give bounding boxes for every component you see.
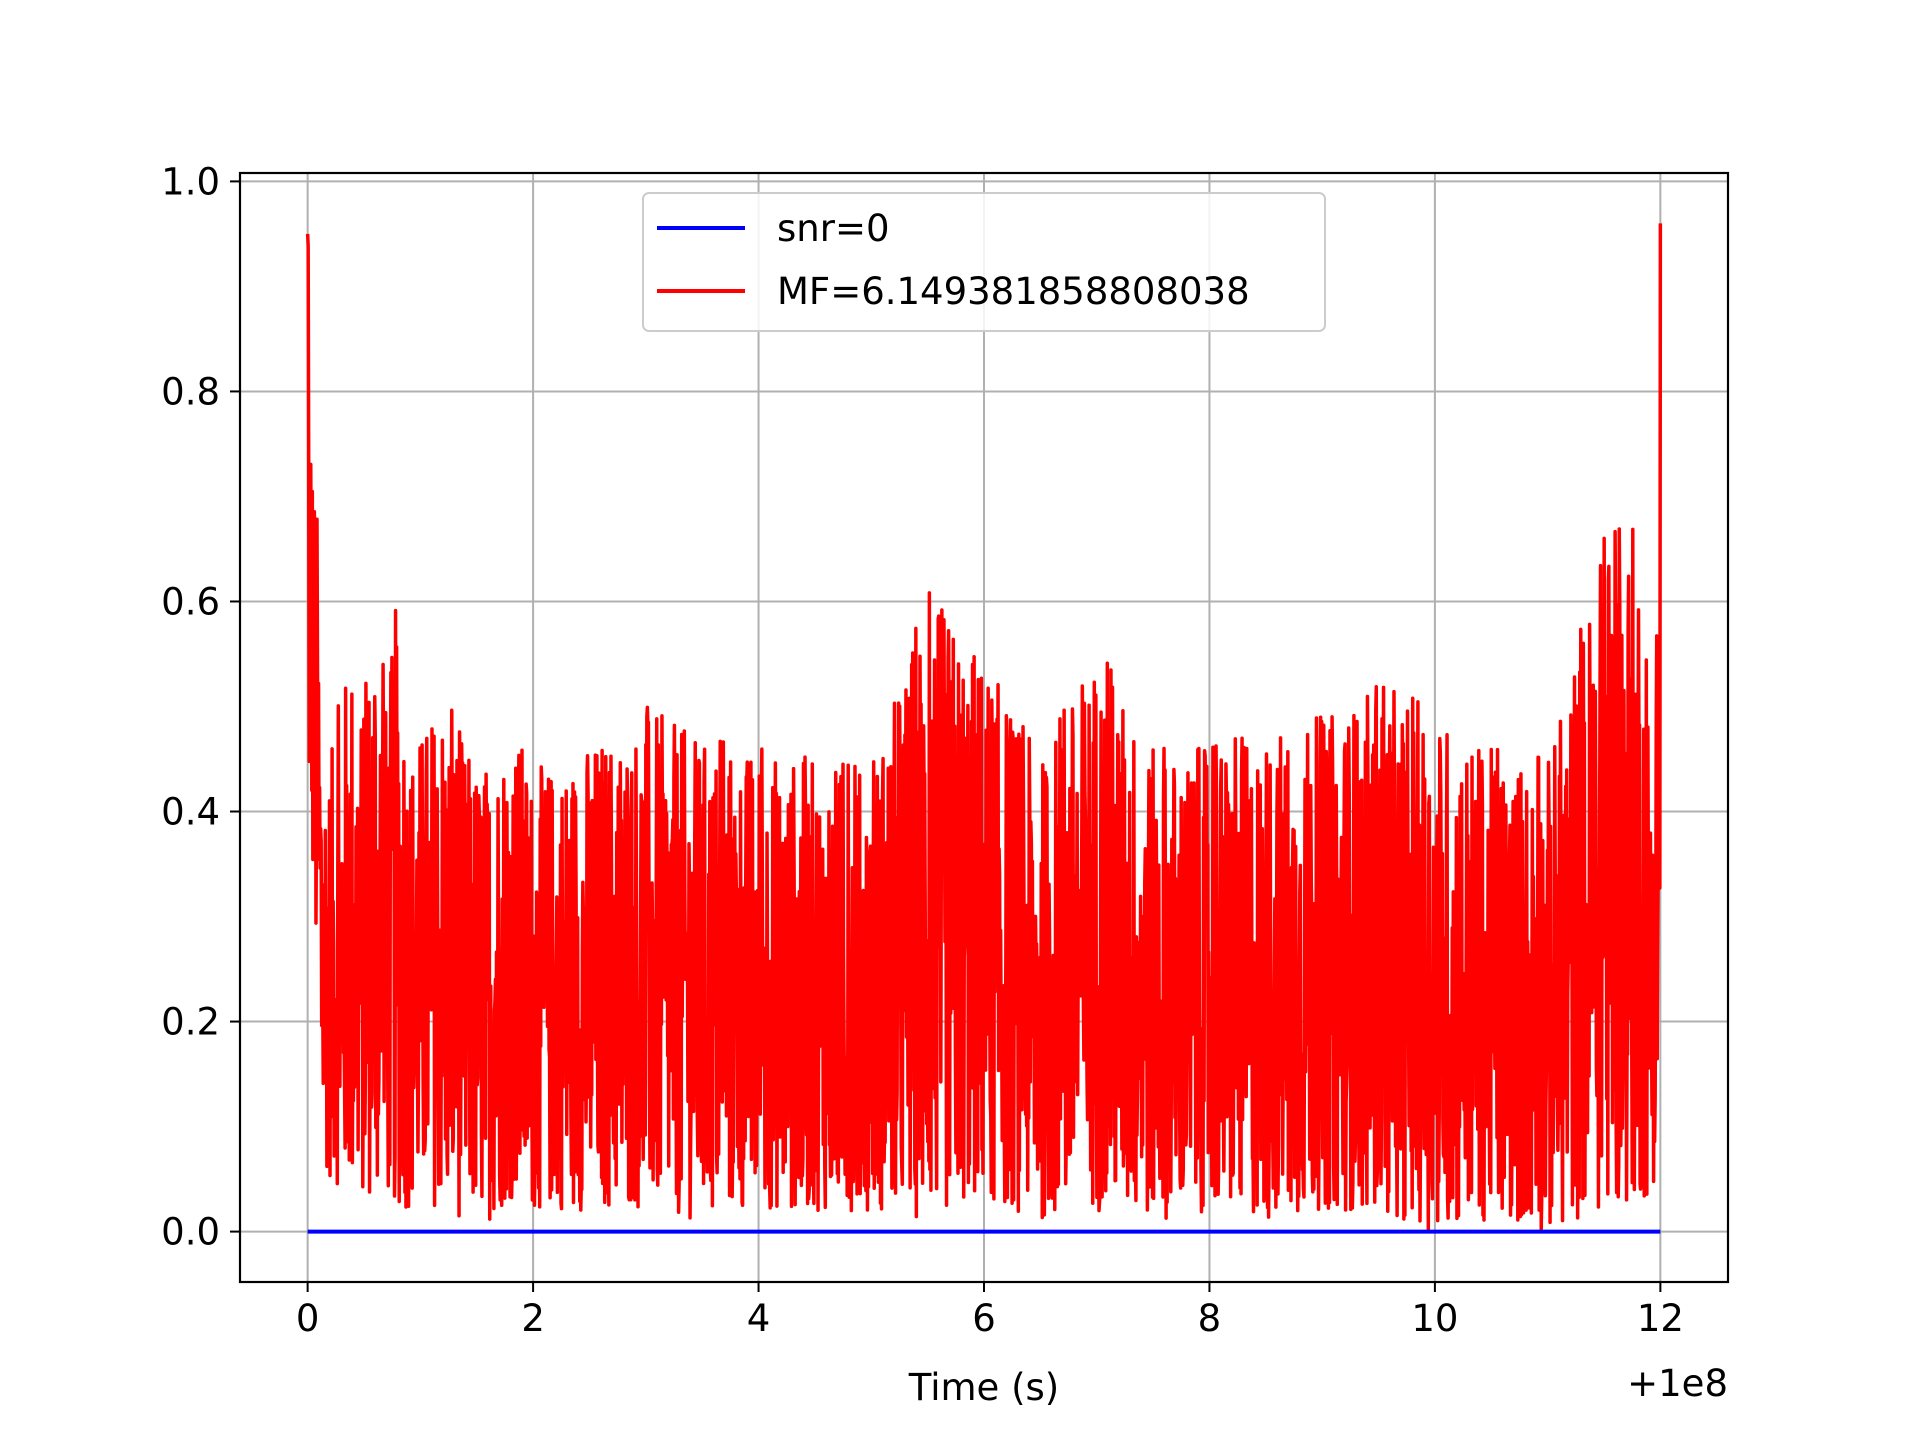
x-axis-label: Time (s) bbox=[908, 1366, 1059, 1409]
legend-label-mf: MF=6.149381858808038 bbox=[777, 270, 1250, 313]
plot-series-group bbox=[305, 223, 1663, 1234]
series-layer bbox=[305, 223, 1663, 1234]
legend-box bbox=[642, 192, 1326, 332]
y-tick-label: 0.8 bbox=[161, 370, 220, 413]
y-tick-label: 0.4 bbox=[161, 791, 220, 834]
x-tick-label: 2 bbox=[521, 1297, 545, 1340]
x-tick-label: 10 bbox=[1411, 1297, 1458, 1340]
x-axis-offset-label: +1e8 bbox=[1627, 1362, 1728, 1405]
x-tick-label: 8 bbox=[1198, 1297, 1222, 1340]
legend-label-snr: snr=0 bbox=[777, 207, 889, 250]
y-tick-label: 1.0 bbox=[161, 160, 220, 203]
series-line-mf bbox=[305, 223, 1663, 1231]
x-tick-label: 12 bbox=[1637, 1297, 1684, 1340]
y-axis: 0.0 0.2 0.4 0.6 0.8 1.0 bbox=[161, 160, 240, 1254]
x-tick-label: 4 bbox=[747, 1297, 771, 1340]
y-tick-label: 0.6 bbox=[161, 580, 220, 623]
legend: snr=0 MF=6.149381858808038 bbox=[642, 192, 1326, 332]
x-axis: 0 2 4 6 8 10 12 bbox=[296, 1282, 1684, 1340]
y-tick-label: 0.0 bbox=[161, 1211, 220, 1254]
x-tick-label: 6 bbox=[972, 1297, 996, 1340]
y-tick-label: 0.2 bbox=[161, 1001, 220, 1044]
x-tick-label: 0 bbox=[296, 1297, 320, 1340]
